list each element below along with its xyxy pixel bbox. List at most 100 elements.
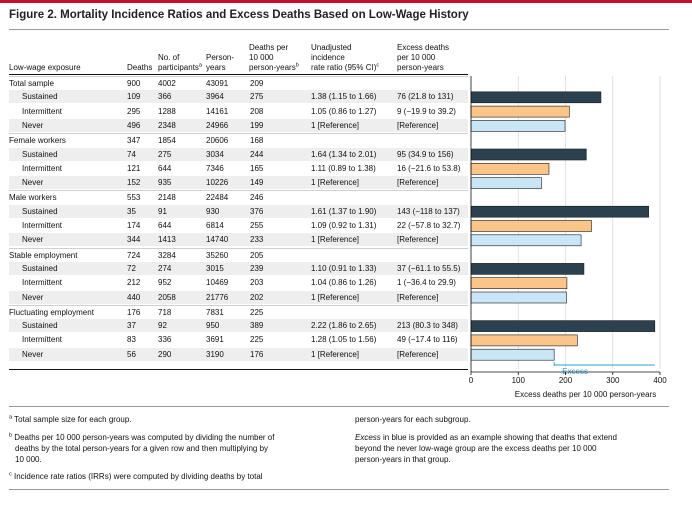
cell-excess: 76 (21.8 to 131): [397, 92, 454, 102]
cell-rate: 389: [250, 321, 264, 331]
cell-rate: 205: [250, 250, 264, 260]
row-label: Fluctuating employment: [9, 307, 94, 317]
header-deaths-per: Deaths per 10 000 person-yearsb: [249, 43, 299, 73]
header-person-years-line2: years: [206, 63, 226, 72]
header-excess: Excess deaths per 10 000 person-years: [397, 43, 449, 73]
cell-excess: [Reference]: [397, 292, 439, 302]
cell-irr: 1.09 (0.92 to 1.31): [311, 221, 377, 230]
cell-participants: 275: [158, 149, 172, 159]
cell-excess: [Reference]: [397, 120, 439, 130]
table-group-row: Fluctuating employment 176 718 7831 225: [9, 304, 468, 319]
cell-person-years: 10226: [206, 178, 229, 188]
cell-irr: 1.04 (0.86 to 1.26): [311, 278, 377, 288]
footnote-excess-word: Excess: [355, 433, 381, 442]
x-tick-label: 300: [606, 376, 620, 385]
cell-irr: 1.28 (1.05 to 1.56): [311, 335, 377, 345]
header-irr: Unadjusted incidence rate ratio (95% CI)…: [311, 43, 379, 73]
cell-excess: 37 (−61.1 to 55.5): [397, 263, 461, 273]
cell-irr: 1 [Reference]: [311, 178, 360, 188]
cell-person-years: 3964: [206, 92, 224, 102]
row-label: Sustained: [22, 321, 58, 331]
cell-irr: 1.05 (0.86 to 1.27): [311, 106, 377, 116]
cell-deaths: 496: [127, 120, 141, 130]
header-participants-line2: participants: [158, 63, 199, 72]
x-axis-label: Excess deaths per 10 000 person-years: [515, 390, 656, 399]
cell-deaths: 176: [127, 307, 141, 317]
cell-rate: 225: [250, 335, 264, 345]
cell-rate: 208: [250, 106, 264, 116]
cell-deaths: 344: [127, 235, 141, 245]
cell-person-years: 3691: [206, 335, 224, 345]
cell-participants: 3284: [158, 250, 176, 260]
cell-rate: 225: [250, 307, 264, 317]
cell-excess: 9 (−19.9 to 39.2): [397, 106, 456, 116]
header-person-years: Person- years: [206, 53, 234, 73]
cell-person-years: 14740: [206, 235, 229, 245]
bar-intermittent: [470, 277, 568, 290]
footnote-excess-note: Excess in blue is provided as an example…: [355, 432, 617, 465]
table-row: Sustained 35 91 930 376 1.61 (1.37 to 1.90) 14…: [9, 204, 468, 218]
cell-excess: 49 (−17.4 to 116): [397, 335, 458, 345]
row-label: Sustained: [22, 206, 58, 216]
cell-irr: 1.64 (1.34 to 2.01): [311, 149, 377, 159]
cell-person-years: 7346: [206, 163, 224, 173]
table-row: Intermittent 121 644 7346 165 1.11 (0.89 to 1…: [9, 162, 468, 175]
table-group-row: Male workers 553 2148 22484 246: [9, 190, 468, 204]
header-deaths: Deaths: [127, 63, 153, 72]
cell-rate: 203: [250, 278, 264, 288]
cell-participants: 4002: [158, 79, 176, 88]
table-row: Never 440 2058 21776 202 1 [Reference] [Refere…: [9, 290, 468, 304]
header-excess-line2: per 10 000: [397, 53, 436, 62]
footnote-b-line1: Deaths per 10 000 person-years was compu…: [14, 433, 275, 442]
cell-participants: 1854: [158, 136, 176, 146]
bar-intermittent: [470, 163, 550, 175]
table-row: Never 496 2348 24966 199 1 [Reference] [Refere…: [9, 118, 468, 132]
cell-participants: 1288: [158, 106, 176, 116]
cell-excess: 1 (−36.4 to 29.9): [397, 278, 456, 288]
cell-deaths: 121: [127, 163, 141, 173]
cell-participants: 644: [158, 221, 172, 230]
cell-deaths: 56: [127, 349, 136, 359]
footnote-b-marker: b: [9, 432, 13, 439]
table-row: Intermittent 212 952 10469 203 1.04 (0.86 to …: [9, 276, 468, 289]
table-row: Sustained 74 275 3034 244 1.64 (1.34 to 2.01)…: [9, 147, 468, 161]
cell-irr: 1.38 (1.15 to 1.66): [311, 92, 377, 102]
cell-excess: [Reference]: [397, 235, 439, 245]
bar-intermittent: [470, 105, 570, 118]
cell-participants: 91: [158, 206, 167, 216]
cell-person-years: 7831: [206, 307, 224, 317]
cell-excess: [Reference]: [397, 178, 439, 188]
row-label: Intermittent: [22, 163, 63, 173]
footnote-a-text: Total sample size for each group.: [14, 415, 132, 424]
title-divider: [9, 29, 669, 30]
cell-person-years: 3034: [206, 149, 224, 159]
table-row: Never 56 290 3190 176 1 [Reference] [Reference…: [9, 347, 468, 361]
cell-excess: 143 (−118 to 137): [397, 206, 460, 216]
cell-deaths: 212: [127, 278, 141, 288]
header-exposure: Low-wage exposure: [9, 63, 81, 72]
cell-rate: 233: [250, 235, 264, 245]
row-label: Female workers: [9, 136, 66, 146]
cell-rate: 168: [250, 136, 264, 146]
row-label: Stable employment: [9, 250, 78, 260]
cell-rate: 239: [250, 263, 264, 273]
x-tick-label: 0: [469, 376, 474, 385]
bar-never: [470, 348, 555, 361]
cell-rate: 176: [250, 349, 264, 359]
header-excess-line1: Excess deaths: [397, 43, 450, 52]
footnote-b: b Deaths per 10 000 person-years was com…: [9, 432, 274, 465]
cell-participants: 718: [158, 307, 172, 317]
header-excess-line3: person-years: [397, 63, 444, 72]
row-label: Intermittent: [22, 106, 63, 116]
cell-irr: 1.10 (0.91 to 1.33): [311, 263, 377, 273]
bar-never: [470, 120, 566, 132]
row-label: Never: [22, 120, 44, 130]
header-deaths-per-line2: 10 000: [249, 53, 274, 62]
cell-deaths: 152: [127, 178, 141, 188]
cell-deaths: 347: [127, 136, 141, 146]
x-tick-label: 100: [512, 376, 526, 385]
cell-rate: 255: [250, 221, 264, 230]
row-label: Total sample: [9, 79, 54, 88]
x-tick-label: 200: [559, 376, 573, 385]
bar-never: [470, 177, 542, 189]
